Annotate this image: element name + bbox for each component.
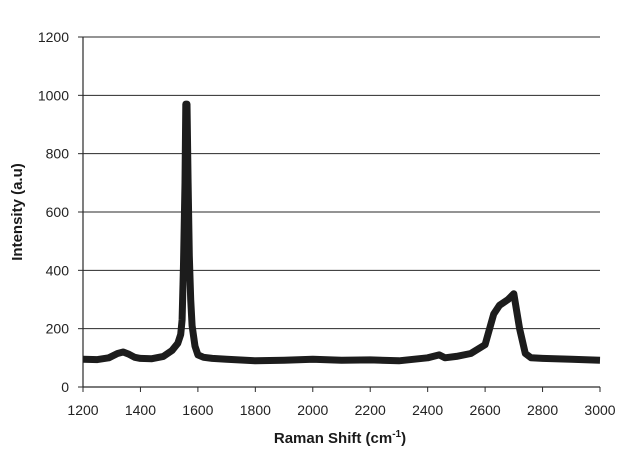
gridlines — [83, 36, 600, 330]
x-axis-title: Raman Shift (cm-1) — [274, 429, 406, 447]
y-tick-label: 600 — [46, 204, 70, 220]
x-tick-label: 2800 — [527, 402, 558, 418]
series-layer — [82, 100, 601, 365]
x-tick-label: 1600 — [182, 402, 213, 418]
axes — [78, 36, 601, 392]
x-tick-label: 3000 — [584, 402, 615, 418]
y-tick-label: 400 — [46, 262, 70, 278]
y-tick-label: 1200 — [38, 29, 69, 45]
x-tick-label: 1400 — [125, 402, 156, 418]
y-tick-label: 200 — [46, 321, 70, 337]
y-axis-title: Intensity (a.u) — [9, 163, 26, 261]
x-tick-label: 1800 — [240, 402, 271, 418]
x-tick-label: 2000 — [297, 402, 328, 418]
tick-labels: 0 200 400 600 800 1000 1200 1200 1400 1600 1800 200… — [38, 29, 616, 418]
y-tick-label: 800 — [46, 146, 70, 162]
x-tick-label: 2400 — [412, 402, 443, 418]
y-tick-label: 1000 — [38, 87, 69, 103]
y-tick-label: 0 — [61, 379, 69, 395]
x-tick-label: 1200 — [67, 402, 98, 418]
x-tick-label: 2600 — [470, 402, 501, 418]
series-line-0 — [82, 100, 601, 365]
x-tick-label: 2200 — [355, 402, 386, 418]
